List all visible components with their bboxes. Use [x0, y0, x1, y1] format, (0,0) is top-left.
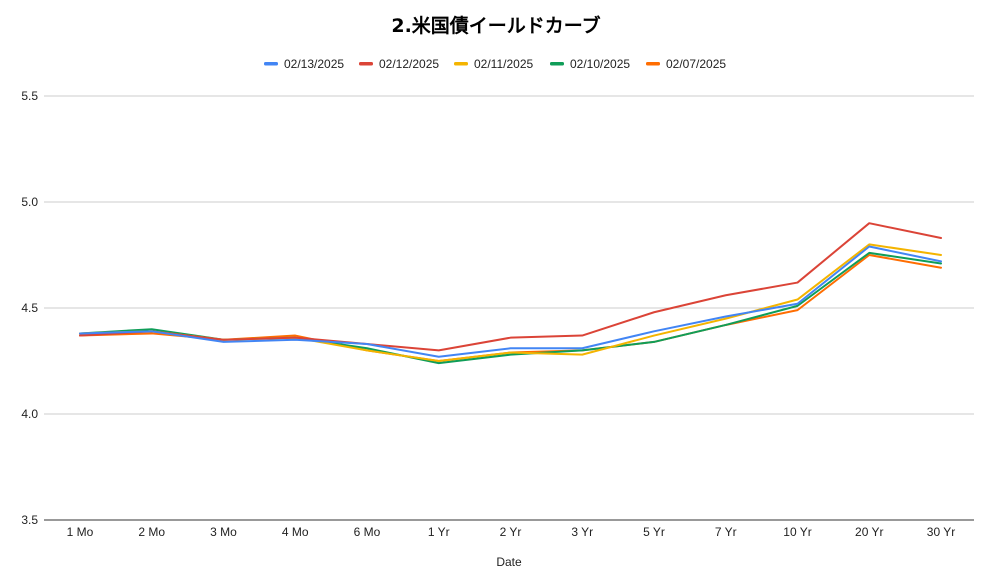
- legend-item[interactable]: 02/13/2025: [264, 57, 344, 71]
- legend-swatch: [454, 62, 468, 66]
- x-tick-label: 10 Yr: [783, 525, 811, 539]
- x-tick-label: 3 Yr: [571, 525, 593, 539]
- legend-item[interactable]: 02/11/2025: [454, 57, 533, 71]
- series-lines: [79, 222, 942, 365]
- gridlines: [44, 95, 974, 521]
- y-tick-label: 4.0: [21, 407, 38, 421]
- x-axis-ticks: 1 Mo 2 Mo 3 Mo 4 Mo 6 Mo 1 Yr 2 Yr 3 Yr 5 Yr 7 Yr…: [67, 525, 956, 539]
- legend-label: 02/11/2025: [474, 57, 533, 71]
- legend-label: 02/07/2025: [666, 57, 726, 71]
- x-tick-label: 1 Yr: [428, 525, 450, 539]
- x-tick-label: 1 Mo: [67, 525, 94, 539]
- legend-item[interactable]: 02/10/2025: [550, 57, 630, 71]
- x-tick-label: 2 Yr: [500, 525, 522, 539]
- x-tick-label: 3 Mo: [210, 525, 237, 539]
- y-axis-ticks: 3.5 4.0 4.5 5.0 5.5: [21, 89, 38, 527]
- chart-title: 2.米国債イールドカーブ: [391, 14, 600, 37]
- x-tick-label: 20 Yr: [855, 525, 883, 539]
- y-tick-label: 4.5: [21, 301, 38, 315]
- series-line: [79, 245, 942, 358]
- y-tick-label: 3.5: [21, 513, 38, 527]
- legend-item[interactable]: 02/12/2025: [359, 57, 439, 71]
- y-tick-label: 5.5: [21, 89, 38, 103]
- series-line: [79, 222, 942, 352]
- legend-item[interactable]: 02/07/2025: [646, 57, 726, 71]
- legend: 02/13/2025 02/12/2025 02/11/2025 02/10/2025…: [264, 57, 726, 71]
- legend-swatch: [646, 62, 660, 66]
- legend-label: 02/12/2025: [379, 57, 439, 71]
- x-axis-title: Date: [496, 555, 522, 569]
- x-tick-label: 30 Yr: [927, 525, 955, 539]
- legend-swatch: [264, 62, 278, 66]
- legend-label: 02/10/2025: [570, 57, 630, 71]
- x-tick-label: 4 Mo: [282, 525, 309, 539]
- legend-swatch: [550, 62, 564, 66]
- y-tick-label: 5.0: [21, 195, 38, 209]
- legend-label: 02/13/2025: [284, 57, 344, 71]
- x-tick-label: 5 Yr: [643, 525, 665, 539]
- legend-swatch: [359, 62, 373, 66]
- x-tick-label: 7 Yr: [715, 525, 737, 539]
- x-tick-label: 2 Mo: [138, 525, 165, 539]
- series-line: [79, 243, 942, 362]
- x-tick-label: 6 Mo: [354, 525, 381, 539]
